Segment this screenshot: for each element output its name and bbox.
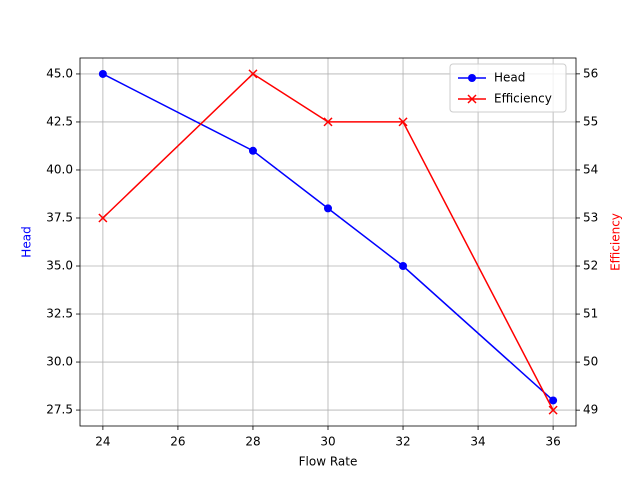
y-tick-label: 45.0 bbox=[46, 66, 73, 80]
marker bbox=[467, 94, 477, 104]
marker bbox=[248, 69, 258, 79]
marker bbox=[399, 262, 408, 271]
y-tick-label: 30.0 bbox=[46, 355, 73, 369]
y2-tick-label: 55 bbox=[583, 114, 598, 128]
y-tick-label: 32.5 bbox=[46, 307, 73, 321]
x-axis-label: Flow Rate bbox=[299, 455, 358, 469]
y-tick-label: 37.5 bbox=[46, 210, 73, 224]
legend-label: Head bbox=[494, 71, 525, 85]
x-tick-label: 32 bbox=[395, 435, 410, 449]
y2-tick-label: 53 bbox=[583, 210, 598, 224]
x-tick-label: 30 bbox=[320, 435, 335, 449]
y2-tick-label: 54 bbox=[583, 162, 598, 176]
y-axis-label: Head bbox=[20, 226, 34, 257]
marker bbox=[98, 213, 108, 223]
y2-axis-label: Efficiency bbox=[609, 213, 623, 271]
marker bbox=[323, 117, 333, 127]
marker bbox=[549, 396, 558, 405]
y2-tick-label: 56 bbox=[583, 66, 598, 80]
x-tick-label: 36 bbox=[545, 435, 560, 449]
y2-tick-label: 51 bbox=[583, 307, 598, 321]
marker bbox=[248, 146, 257, 155]
marker bbox=[398, 117, 408, 127]
legend-label: Efficiency bbox=[494, 92, 552, 106]
y-tick-label: 27.5 bbox=[46, 403, 73, 417]
y2-tick-label: 52 bbox=[583, 259, 598, 273]
marker bbox=[468, 74, 476, 82]
y-tick-label: 35.0 bbox=[46, 259, 73, 273]
x-tick-label: 34 bbox=[470, 435, 485, 449]
marker bbox=[98, 69, 107, 78]
y-tick-label: 40.0 bbox=[46, 162, 73, 176]
y-tick-label: 42.5 bbox=[46, 114, 73, 128]
x-tick-label: 26 bbox=[170, 435, 185, 449]
axes-frame bbox=[79, 57, 577, 427]
x-tick-label: 28 bbox=[245, 435, 260, 449]
x-tick-label: 24 bbox=[95, 435, 110, 449]
legend-box bbox=[449, 63, 567, 113]
marker bbox=[324, 204, 332, 213]
marker bbox=[548, 405, 558, 415]
y2-tick-label: 49 bbox=[583, 403, 598, 417]
y2-tick-label: 50 bbox=[583, 355, 598, 369]
